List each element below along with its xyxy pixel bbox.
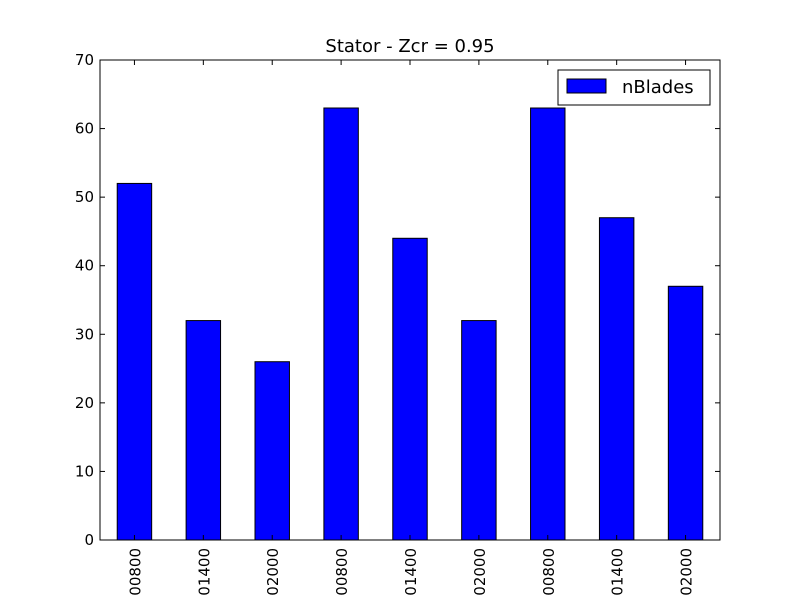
x-tick-label-8: 02000	[678, 548, 696, 596]
legend-swatch-nblades	[566, 78, 607, 94]
bar-7	[598, 217, 635, 541]
y-tick-label-1: 10	[75, 462, 94, 480]
x-tick-label-0: 00800	[126, 548, 144, 596]
bar-8	[667, 285, 704, 541]
y-tick-label-6: 60	[75, 120, 94, 138]
x-tick-label-3: 00800	[333, 548, 351, 596]
x-tick-label-6: 00800	[540, 548, 558, 596]
ticks-layer: 00800 01400 02000 00800 01400 02000 00800 01400…	[75, 51, 720, 596]
y-tick-label-0: 0	[84, 531, 94, 549]
x-tick-label-5: 02000	[471, 548, 489, 596]
bar-2	[254, 361, 290, 541]
legend-label-nblades: nBlades	[622, 77, 694, 98]
y-tick-label-3: 30	[75, 325, 94, 343]
legend: nBlades	[557, 69, 711, 106]
bar-5	[461, 320, 497, 541]
bars-layer	[116, 107, 704, 541]
y-tick-label-4: 40	[75, 257, 94, 275]
y-tick-label-2: 20	[75, 394, 94, 412]
bar-1	[185, 320, 222, 541]
chart-title: Stator - Zcr = 0.95	[325, 36, 494, 57]
x-tick-label-7: 01400	[609, 548, 627, 596]
bar-3	[323, 107, 359, 541]
bar-0	[116, 182, 153, 541]
x-tick-label-1: 01400	[195, 548, 213, 596]
x-tick-label-4: 01400	[402, 548, 420, 596]
bar-6	[530, 107, 566, 541]
x-tick-label-2: 02000	[264, 548, 282, 596]
y-tick-label-5: 50	[75, 188, 94, 206]
y-tick-label-7: 70	[75, 51, 94, 69]
bar-4	[392, 237, 428, 541]
